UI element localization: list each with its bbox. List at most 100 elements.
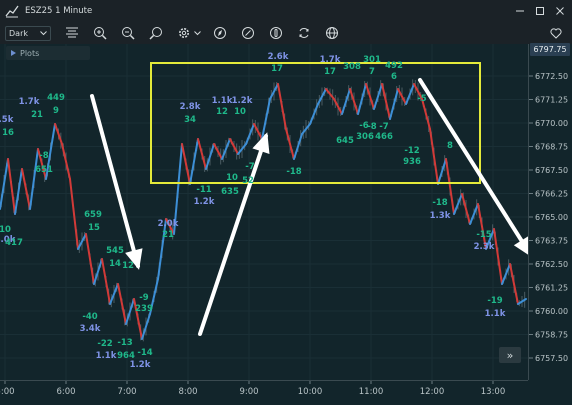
zigzag-up-segment: [157, 218, 167, 280]
zigzag-up-segment: [0, 158, 9, 210]
volume-label: -22: [97, 339, 112, 349]
toolbar: Dark: [0, 22, 572, 45]
zoom-in-icon[interactable]: [91, 24, 109, 42]
price-axis[interactable]: 6772.50 6771.25 6770.00 6768.75 6767.50 6766.…: [528, 44, 572, 380]
price-tick-label: 6758.75: [535, 331, 568, 340]
zigzag-up-segment: [261, 98, 271, 140]
zigzag-up-segment: [109, 283, 119, 305]
zigzag-down-segment: [429, 128, 439, 185]
volume-label: 936: [403, 157, 421, 167]
time-tick-label: 8:00: [178, 387, 197, 397]
volume-label: -18: [432, 198, 447, 208]
zigzag-up-segment: [221, 138, 231, 160]
time-tick-label: 7:00: [117, 387, 136, 397]
volume-label: 52: [242, 176, 254, 186]
zigzag-up-segment: [269, 83, 279, 100]
gear-icon[interactable]: [175, 24, 193, 42]
price-tick-label: 6757.50: [535, 354, 568, 363]
volume-label: 2.8k: [180, 102, 201, 112]
volume-label: -9: [139, 293, 149, 303]
zigzag-up-segment: [405, 83, 415, 105]
volume-label: 645: [336, 136, 354, 146]
delta-label: 651: [35, 165, 53, 175]
volume-label: 34: [184, 115, 196, 125]
thermometer-icon[interactable]: [267, 24, 285, 42]
minimize-icon[interactable]: [512, 3, 528, 19]
zigzag-down-segment: [101, 258, 111, 305]
leaf-icon[interactable]: [239, 24, 257, 42]
zigzag-down-segment: [477, 203, 487, 250]
globe-icon[interactable]: [323, 24, 341, 42]
gear-dropdown-icon[interactable]: [193, 24, 201, 42]
delta-label: 9: [53, 106, 59, 116]
plots-tab[interactable]: Plots: [6, 46, 90, 60]
down-trend-arrow-right: [418, 78, 532, 256]
zigzag-down-segment: [509, 263, 519, 305]
delta-label: -5: [417, 94, 427, 104]
delta-label: -7: [379, 122, 389, 132]
zigzag-down-segment: [325, 88, 335, 100]
volume-label: 15: [88, 223, 100, 233]
zigzag-up-segment: [93, 258, 103, 285]
bookmark-icon[interactable]: [548, 25, 564, 41]
volume-label: 964: [117, 351, 135, 361]
volume-label: 492: [385, 61, 403, 71]
zigzag-down-segment: [493, 228, 503, 285]
zigzag-down-segment: [54, 123, 63, 145]
volume-label: 10: [0, 225, 11, 235]
zigzag-down-segment: [213, 143, 223, 160]
current-price-tag: 6797.75: [530, 43, 570, 56]
price-tick-label: 6767.50: [535, 166, 568, 175]
zigzag-down-segment: [285, 128, 295, 160]
volume-label: 239: [135, 304, 153, 314]
search-icon[interactable]: [147, 24, 165, 42]
zigzag-up-segment: [501, 263, 511, 285]
up-trend-arrow-head: [252, 132, 270, 155]
volume-label: -14: [137, 348, 152, 358]
down-trend-arrow-right-head: [513, 235, 533, 258]
volume-label: 635: [221, 187, 239, 197]
volume-label: 1.1k: [96, 351, 117, 361]
compass-icon[interactable]: [211, 24, 229, 42]
zoom-out-icon[interactable]: [119, 24, 137, 42]
volume-label: 7: [369, 67, 375, 77]
zigzag-down-segment: [21, 168, 31, 210]
delta-label: -8: [367, 122, 377, 132]
zigzag-up-segment: [389, 88, 399, 120]
volume-label: 466: [375, 132, 393, 142]
scroll-to-end-button[interactable]: »: [499, 347, 521, 363]
volume-label: 1.1k: [485, 309, 506, 319]
price-tick-label: 6765.00: [535, 213, 568, 222]
time-tick-label: 13:00: [481, 387, 506, 397]
zigzag-up-segment: [341, 88, 351, 115]
zigzag-up-segment: [125, 298, 135, 325]
theme-select-value: Dark: [9, 28, 28, 38]
zigzag-up-segment: [309, 103, 319, 125]
close-icon[interactable]: [552, 3, 568, 19]
volume-label: 306: [356, 132, 374, 142]
volume-label: 17: [324, 67, 336, 77]
volume-label: 1.2k: [232, 96, 253, 106]
volume-label: 301: [363, 55, 381, 65]
volume-label: 1.1k: [212, 96, 233, 106]
volume-label: -15: [476, 230, 491, 240]
volume-label: -40: [82, 312, 97, 322]
zigzag-down-segment: [445, 158, 455, 215]
chart-area[interactable]: 1.5k161.7k21106.0k417659155451412-403.4k…: [0, 44, 533, 380]
time-axis-svg: 5:00 6:00 7:00 8:00 9:00 10:00 11:00 12:00 13:00: [0, 381, 506, 397]
volume-label: 14: [109, 259, 121, 269]
zigzag-down-segment: [349, 88, 359, 115]
theme-select[interactable]: Dark: [5, 25, 51, 41]
refresh-icon[interactable]: [295, 24, 313, 42]
bars-icon[interactable]: [63, 24, 81, 42]
maximize-icon[interactable]: [532, 3, 548, 19]
zigzag-down-segment: [37, 148, 47, 180]
zigzag-up-segment: [293, 133, 303, 160]
zigzag-up-segment: [453, 193, 463, 215]
zigzag-down-segment: [197, 138, 207, 170]
zigzag-down-segment: [61, 143, 71, 180]
price-tick-label: 6766.25: [535, 190, 568, 199]
zigzag-down-segment: [381, 83, 391, 120]
up-trend-arrow: [198, 134, 268, 336]
time-axis[interactable]: 5:00 6:00 7:00 8:00 9:00 10:00 11:00 12:00 13:00: [0, 380, 528, 401]
